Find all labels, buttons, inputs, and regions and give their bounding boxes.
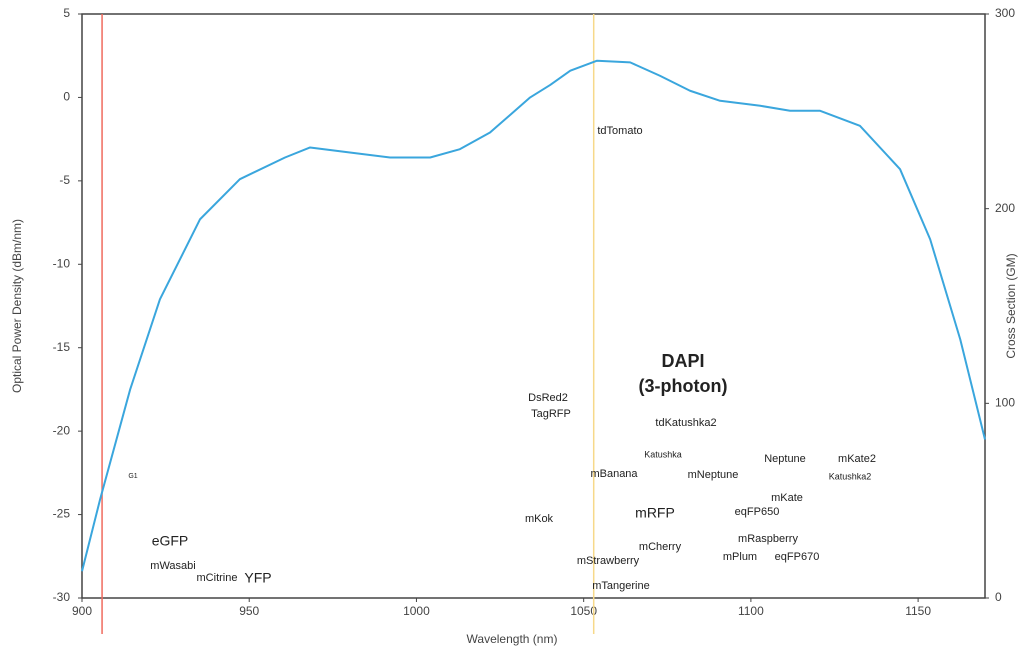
annotation: eqFP650 xyxy=(735,506,780,518)
y2-tick-label: 200 xyxy=(995,201,1015,215)
y2-axis-label: Cross Section (GM) xyxy=(1004,253,1018,358)
y-tick-label: -15 xyxy=(53,340,71,354)
annotation: DsRed2 xyxy=(528,392,568,404)
annotation: eGFP xyxy=(152,533,189,549)
annotation: mRaspberry xyxy=(738,533,798,545)
annotation: mTangerine xyxy=(592,580,649,592)
annotation: mBanana xyxy=(590,468,638,480)
annotation: Katushka2 xyxy=(829,471,872,481)
annotation: YFP xyxy=(244,570,271,586)
annotation: mWasabi xyxy=(150,560,195,572)
annotation: mCherry xyxy=(639,541,682,553)
annotation: mStrawberry xyxy=(577,555,640,567)
annotation: mRFP xyxy=(635,505,675,521)
y2-tick-label: 300 xyxy=(995,6,1015,20)
annotation: mKok xyxy=(525,513,554,525)
x-tick-label: 1150 xyxy=(905,604,931,618)
plot-frame xyxy=(81,13,986,599)
annotation: TagRFP xyxy=(531,408,571,420)
y-tick-label: -30 xyxy=(53,590,71,604)
x-tick-label: 1000 xyxy=(403,604,430,618)
annotation: mKate2 xyxy=(838,453,876,465)
annotation: Neptune xyxy=(764,453,806,465)
x-tick-label: 1050 xyxy=(570,604,597,618)
annotation: mPlum xyxy=(723,551,757,563)
data-line xyxy=(81,59,986,572)
x-tick-label: 950 xyxy=(239,604,259,618)
y-tick-label: 5 xyxy=(63,6,70,20)
annotation: DAPI xyxy=(661,351,704,371)
annotation: tdTomato xyxy=(597,125,642,137)
x-axis-label: Wavelength (nm) xyxy=(467,632,558,646)
x-tick-label: 1100 xyxy=(738,604,764,618)
annotation: mNeptune xyxy=(688,469,739,481)
y2-tick-label: 0 xyxy=(995,590,1002,604)
y-tick-label: 0 xyxy=(63,90,70,104)
annotation: Katushka xyxy=(644,449,682,459)
annotation: G1 xyxy=(128,473,137,480)
annotation: (3-photon) xyxy=(639,376,728,396)
annotation: eqFP670 xyxy=(775,551,820,563)
annotation: tdKatushka2 xyxy=(655,417,716,429)
y-tick-label: -20 xyxy=(53,423,71,437)
annotation: mKate xyxy=(771,492,803,504)
y-tick-label: -10 xyxy=(53,256,71,270)
y2-tick-label: 100 xyxy=(995,396,1015,410)
y-axis-label: Optical Power Density (dBm/nm) xyxy=(10,219,24,393)
annotation: mCitrine xyxy=(197,572,238,584)
x-tick-label: 900 xyxy=(72,604,92,618)
y-tick-label: -5 xyxy=(59,173,70,187)
y-tick-label: -25 xyxy=(53,507,71,521)
